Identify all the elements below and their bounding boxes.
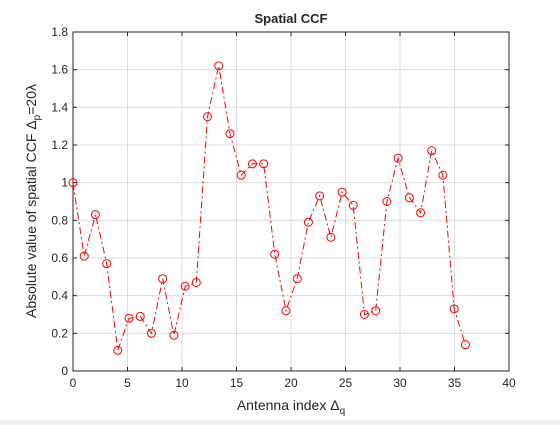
y-tick-label: 1: [61, 176, 68, 190]
y-tick-label: 0.8: [51, 213, 68, 227]
x-tick-label: 5: [124, 376, 131, 390]
x-tick-label: 15: [230, 376, 244, 390]
data-point: [304, 218, 312, 226]
x-tick-label: 0: [70, 376, 77, 390]
x-axis-label-main: Antenna index Δ: [237, 397, 340, 413]
y-tick-label: 1.2: [51, 138, 68, 152]
ticks: 0 5 10 15 20 25 30 35 40 0 0.2 0.4 0.6 0.8 1 1.2 1.4 1.6 1…: [51, 25, 516, 390]
y-axis-label: Absolute value of spatial CCF Δp=20λ: [23, 84, 43, 318]
chart-title: Spatial CCF: [255, 11, 328, 26]
y-axis-label-suffix: =20λ: [23, 84, 39, 115]
series-line: [73, 66, 465, 350]
x-tick-label: 10: [175, 376, 189, 390]
y-axis-label-main: Absolute value of spatial CCF Δ: [23, 120, 39, 318]
y-tick-label: 1.6: [51, 63, 68, 77]
x-axis-label: Antenna index Δq: [237, 397, 345, 417]
data-point: [170, 331, 178, 339]
data-point: [327, 233, 335, 241]
data-point: [461, 341, 469, 349]
x-tick-label: 20: [284, 376, 298, 390]
y-tick-label: 1.4: [51, 100, 68, 114]
y-tick-label: 0.2: [51, 326, 68, 340]
series: [69, 62, 469, 354]
x-tick-label: 40: [502, 376, 516, 390]
x-axis-label-subscript: q: [340, 406, 346, 417]
data-point: [91, 211, 99, 219]
y-tick-label: 0.6: [51, 251, 68, 265]
x-tick-label: 25: [339, 376, 353, 390]
data-point: [428, 147, 436, 155]
x-tick-label: 30: [393, 376, 407, 390]
y-tick-label: 0.4: [51, 289, 68, 303]
y-tick-label: 0: [61, 364, 68, 378]
y-tick-label: 1.8: [51, 25, 68, 39]
x-tick-label: 35: [448, 376, 462, 390]
